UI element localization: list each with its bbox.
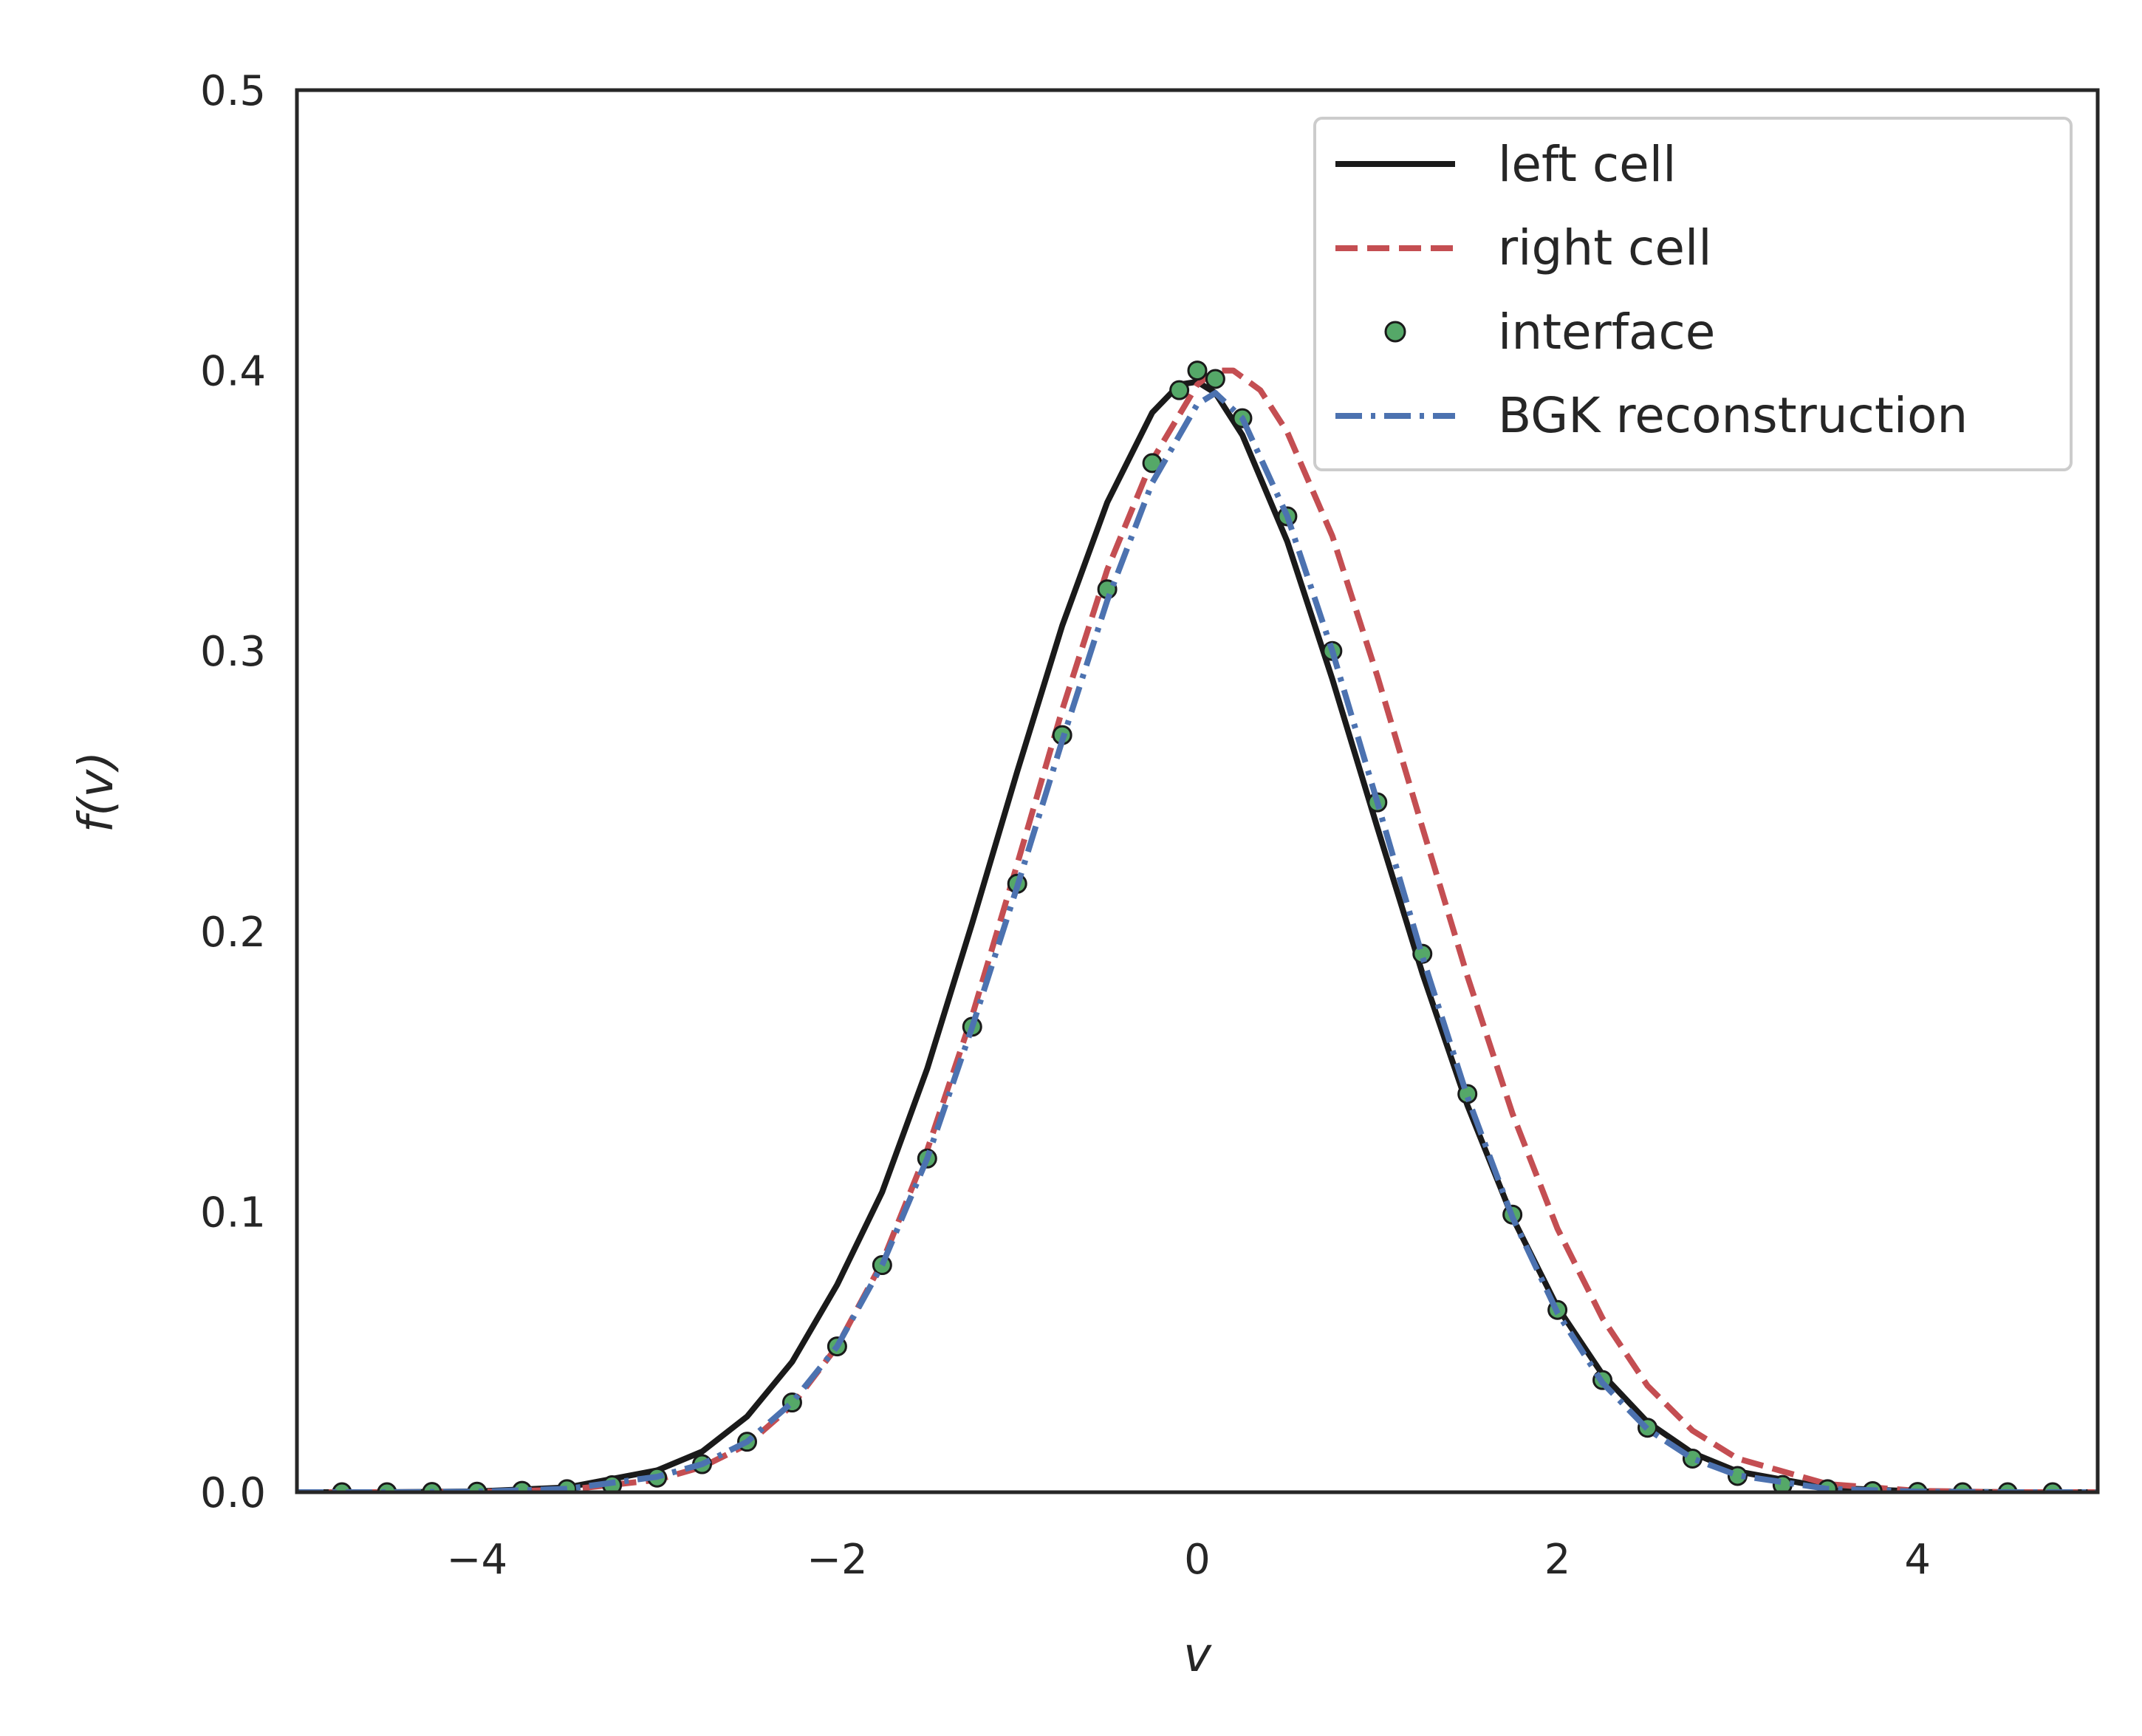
y-tick-label: 0.1 (200, 1189, 266, 1237)
y-tick-labels: 0.0 0.1 0.2 0.3 0.4 0.5 (200, 67, 266, 1517)
x-axis-label: v (1183, 1628, 1212, 1683)
x-tick-label: 0 (1184, 1536, 1211, 1584)
interface-point (1457, 1084, 1478, 1104)
legend-marker-interface (1384, 321, 1406, 343)
x-tick-labels: −4 −2 0 2 4 (447, 1536, 1931, 1584)
legend-label-interface: interface (1498, 304, 1715, 360)
interface-point (1205, 369, 1225, 389)
y-tick-label: 0.2 (200, 909, 266, 957)
legend-box (1313, 117, 2073, 471)
x-tick-label: −2 (807, 1536, 868, 1584)
y-axis-label: f(v) (69, 751, 124, 833)
interface-point (1187, 360, 1208, 381)
legend-label-bgk: BGK reconstruction (1498, 387, 1968, 444)
interface-point (1169, 380, 1190, 400)
legend: left cell right cell interface BGK recon… (1313, 117, 2073, 471)
x-tick-label: −4 (447, 1536, 508, 1584)
plot-frame (295, 88, 2100, 1494)
legend-label-left-cell: left cell (1498, 136, 1676, 193)
series-line-bgk-reconstruction (297, 390, 2098, 1492)
y-tick-label: 0.0 (200, 1469, 266, 1517)
y-tick-label: 0.4 (200, 348, 266, 396)
y-tick-label: 0.5 (200, 67, 266, 115)
y-tick-label: 0.3 (200, 628, 266, 676)
x-tick-label: 2 (1544, 1536, 1571, 1584)
legend-label-right-cell: right cell (1498, 219, 1712, 276)
x-tick-label: 4 (1904, 1536, 1931, 1584)
